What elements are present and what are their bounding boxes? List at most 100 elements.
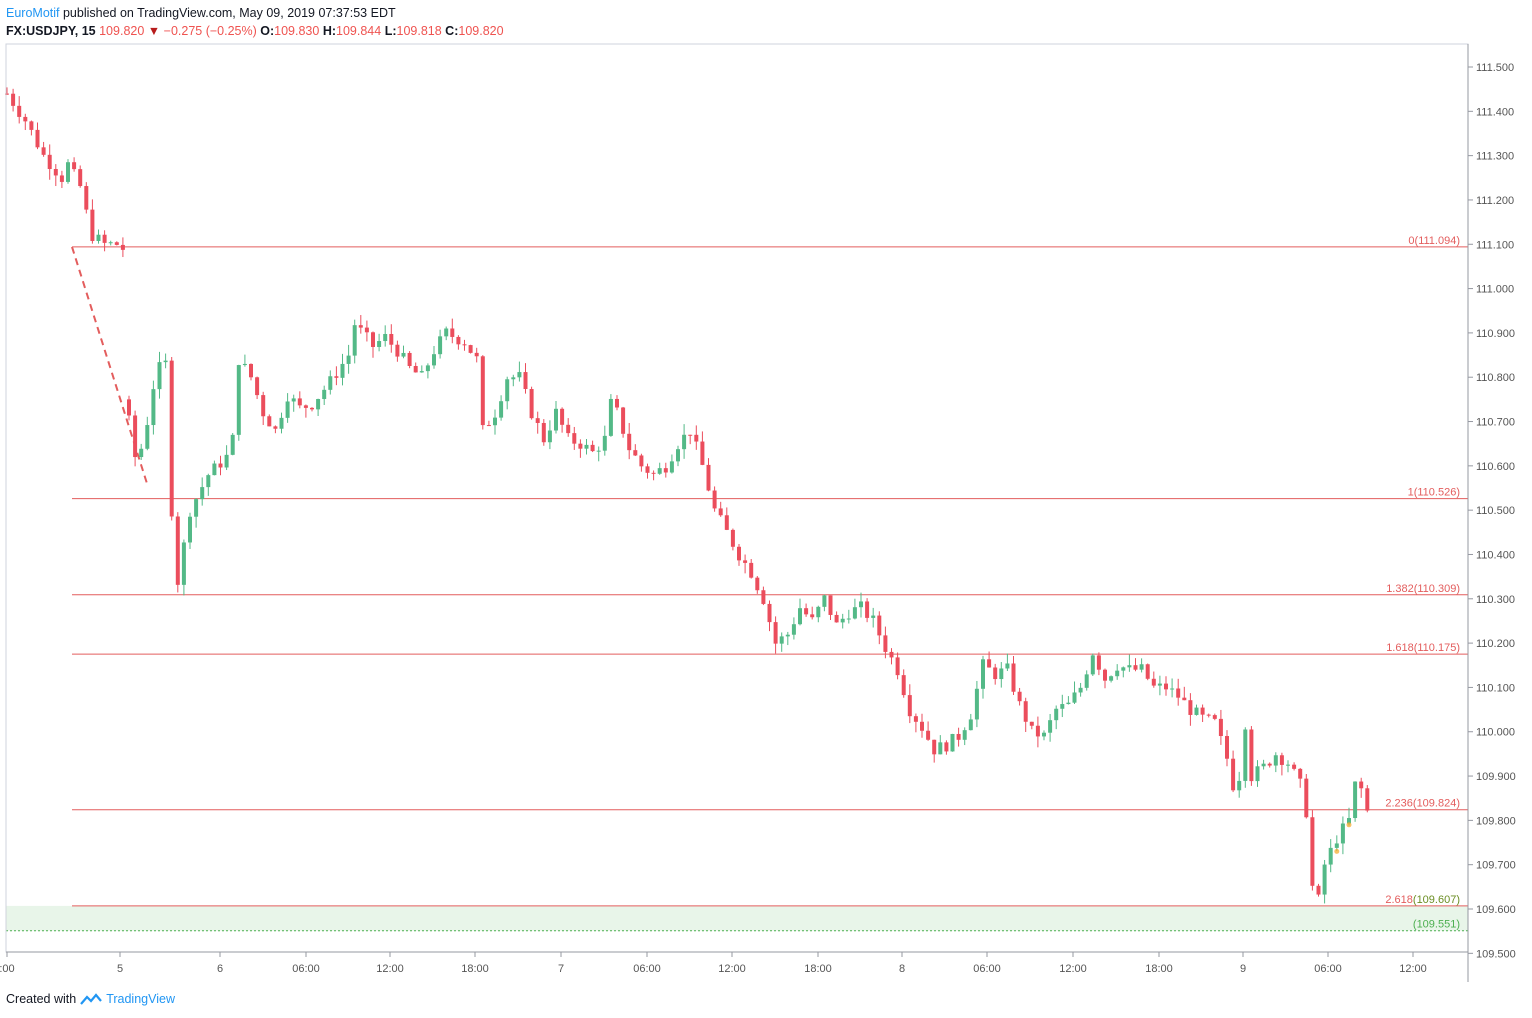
fib-extension-levels[interactable]: 0(111.094)1(110.526)1.382(110.309)1.618(… <box>71 235 1468 907</box>
candle-body <box>66 162 70 182</box>
candle-body <box>212 463 217 476</box>
low-value: 109.818 <box>396 24 442 38</box>
x-tick-label: 8 <box>899 963 905 975</box>
fib-level-label: 0(111.094) <box>1408 235 1460 247</box>
candle-body <box>352 325 357 356</box>
y-tick-label: 110.200 <box>1476 638 1515 650</box>
candle-body <box>474 352 479 357</box>
candle-body <box>785 634 790 637</box>
candle-body <box>688 434 693 436</box>
candle-body <box>1121 667 1126 671</box>
candle-body <box>639 455 644 467</box>
marker-dot <box>1346 822 1352 828</box>
x-tick-label: 5 <box>117 963 123 975</box>
candle-body <box>1170 688 1175 690</box>
candle-body <box>1133 665 1138 670</box>
candle-body <box>541 422 546 443</box>
candle-body <box>974 688 979 720</box>
candle-body <box>1255 766 1260 782</box>
candle-body <box>822 595 827 607</box>
candle-body <box>694 434 699 442</box>
candle-body <box>798 608 802 625</box>
candle-body <box>1066 702 1071 705</box>
created-with-label: Created with <box>6 992 77 1006</box>
y-tick-label: 111.300 <box>1476 151 1514 163</box>
candle-body <box>1261 763 1266 767</box>
close-value: 109.820 <box>458 24 504 38</box>
down-triangle-icon: ▼ <box>147 24 161 38</box>
y-tick-label: 110.000 <box>1476 727 1515 739</box>
candle-body <box>1347 818 1351 824</box>
x-tick-label: 7 <box>558 963 564 975</box>
candle-body <box>1096 655 1101 670</box>
candle-body <box>657 468 662 474</box>
candle-body <box>1048 720 1053 733</box>
axes: 111.500 111.400 111.300 111.200 111.100 111.0… <box>0 43 1516 982</box>
candle-body <box>127 399 131 416</box>
candle-body <box>999 668 1004 680</box>
candle-body <box>804 608 809 615</box>
candle-body <box>1109 676 1114 681</box>
candle-body <box>1237 780 1242 791</box>
candle-body <box>718 508 723 516</box>
y-tick-label: 110.700 <box>1476 417 1515 429</box>
candle-body <box>1340 823 1345 844</box>
candle-body <box>90 209 95 241</box>
candle-body <box>572 433 577 444</box>
candle-body <box>566 424 571 434</box>
fib-ratio: 1.618 <box>1386 642 1414 654</box>
candle-body <box>1304 778 1309 818</box>
candle-body <box>590 444 595 452</box>
candle-body <box>23 116 28 122</box>
candle-body <box>828 595 833 615</box>
author-link[interactable]: EuroMotif <box>6 6 60 20</box>
candles <box>5 87 1370 904</box>
candle-body <box>968 719 973 731</box>
candle-body <box>316 399 321 410</box>
close-label: C: <box>445 24 459 38</box>
price-change: −0.275 (−0.25%) <box>163 24 257 38</box>
x-tick-label: 06:00 <box>633 963 661 975</box>
candle-body <box>145 425 150 449</box>
y-tick-label: 110.300 <box>1476 594 1515 606</box>
y-tick-label: 109.900 <box>1476 771 1516 783</box>
candle-body <box>1157 683 1162 686</box>
fib-price: (110.526) <box>1414 487 1460 499</box>
candle-body <box>767 603 772 623</box>
y-tick-label: 110.600 <box>1476 461 1515 473</box>
candle-body <box>773 622 778 644</box>
candle-body <box>1151 678 1156 686</box>
y-tick-label: 110.500 <box>1476 505 1515 517</box>
candle-body <box>297 398 302 406</box>
candle-body <box>432 354 436 366</box>
candle-body <box>755 577 760 591</box>
candle-body <box>462 344 467 346</box>
y-tick-label: 111.000 <box>1476 284 1514 296</box>
candle-body <box>535 418 540 423</box>
candle-body <box>377 341 382 347</box>
candle-body <box>291 398 296 402</box>
candle-body <box>700 441 705 465</box>
fib-level-label: 1.382(110.309) <box>1386 583 1460 595</box>
tradingview-brand[interactable]: TradingView <box>106 992 175 1006</box>
candle-body <box>303 405 308 408</box>
candle-body <box>956 733 961 740</box>
candle-body <box>450 328 455 337</box>
candle-body <box>901 675 906 696</box>
candle-body <box>1017 691 1022 702</box>
candle-body <box>602 435 607 451</box>
symbol-label: FX:USDJPY, 15 <box>6 24 96 38</box>
candle-body <box>407 352 412 366</box>
candle-body <box>389 333 394 345</box>
candle-body <box>322 389 327 400</box>
candle-body <box>364 327 369 333</box>
candle-body <box>1145 664 1150 679</box>
candle-body <box>852 607 857 619</box>
candle-body <box>743 560 748 563</box>
last-price: 109.820 <box>99 24 145 38</box>
candle-body <box>889 651 894 658</box>
candle-body <box>962 730 967 740</box>
candle-body <box>1359 781 1364 789</box>
candle-body <box>1011 663 1016 692</box>
